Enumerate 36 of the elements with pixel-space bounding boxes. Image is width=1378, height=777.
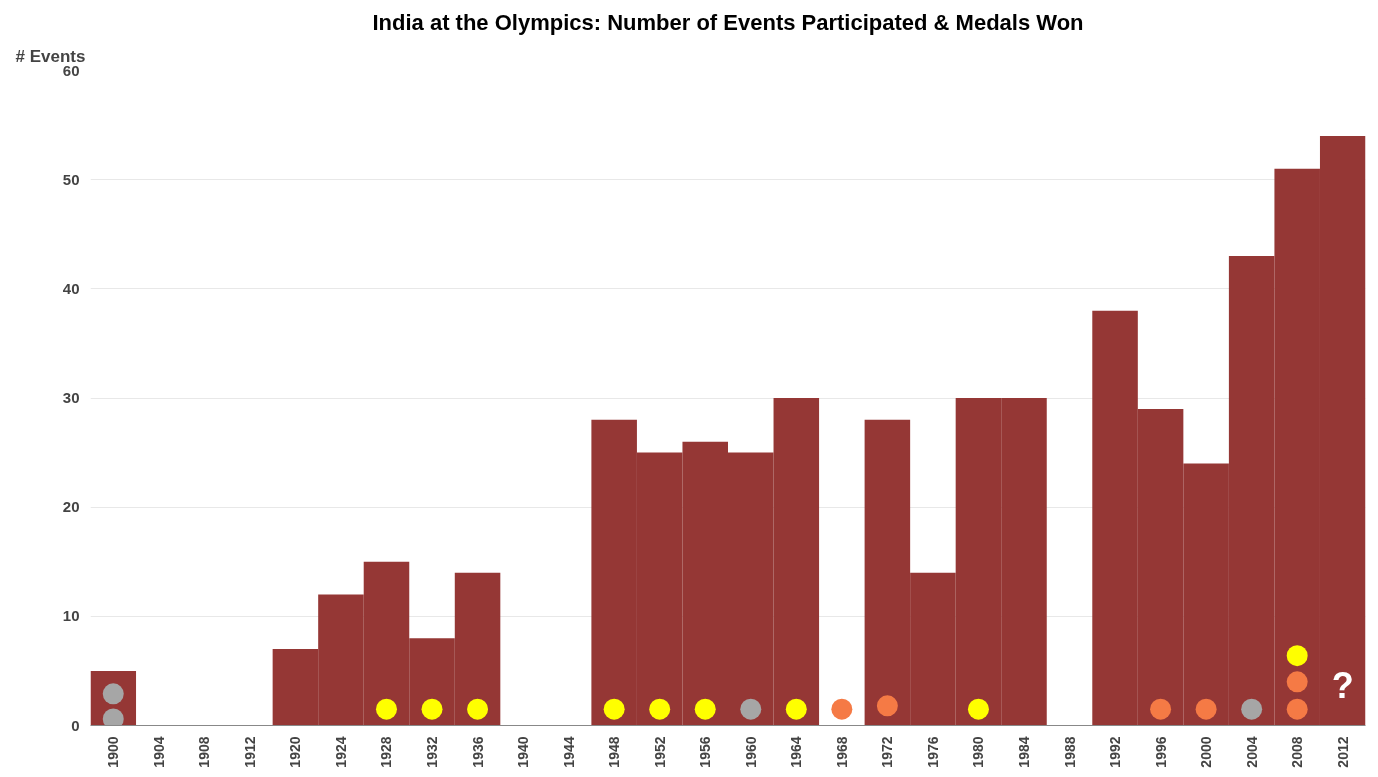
x-tick-label: 1984 [1015, 736, 1032, 768]
x-tick-label: 1920 [287, 736, 304, 768]
x-tick-label: 1952 [651, 736, 668, 768]
x-tick-label: 2004 [1243, 736, 1260, 768]
x-tick-label: 1908 [196, 736, 213, 768]
y-tick-label: 30 [62, 389, 80, 406]
chart-title: India at the Olympics: Number of Events Participated & Medals Won [372, 9, 1084, 35]
x-tick-label: 1924 [332, 736, 349, 768]
x-tick-label: 1912 [241, 736, 258, 768]
x-tick-label: 2000 [1198, 736, 1215, 768]
x-tick-label: 1976 [924, 736, 941, 768]
x-tick-label: 1996 [1152, 736, 1169, 768]
x-tick-label: 1972 [879, 736, 896, 768]
y-tick-label: 50 [62, 170, 80, 188]
x-tick-label: 1988 [1061, 736, 1078, 768]
x-tick-label: 1964 [788, 736, 805, 768]
x-tick-label: 1956 [697, 736, 714, 768]
x-tick-label: 2012 [1334, 736, 1351, 768]
x-tick-label: 1928 [378, 736, 395, 768]
x-tick-label: 1948 [606, 736, 623, 768]
annotation: ? [1331, 665, 1354, 706]
x-tick-label: 2008 [1289, 736, 1306, 768]
x-tick-label: 1960 [742, 736, 759, 768]
x-tick-label: 1936 [469, 736, 486, 768]
x-tick-label: 1900 [105, 736, 122, 768]
x-tick-label: 1980 [970, 736, 987, 768]
y-tick-label: 10 [62, 607, 80, 625]
y-tick-label: 0 [71, 716, 80, 734]
x-tick-label: 1932 [424, 736, 441, 768]
x-tick-label: 1992 [1107, 736, 1124, 768]
y-tick-label: 20 [62, 498, 80, 516]
x-tick-label: 1940 [515, 736, 532, 768]
x-tick-label: 1944 [560, 736, 577, 768]
x-tick-label: 1904 [150, 736, 167, 768]
y-tick-label: 40 [62, 279, 80, 297]
x-tick-label: 1968 [833, 736, 850, 768]
